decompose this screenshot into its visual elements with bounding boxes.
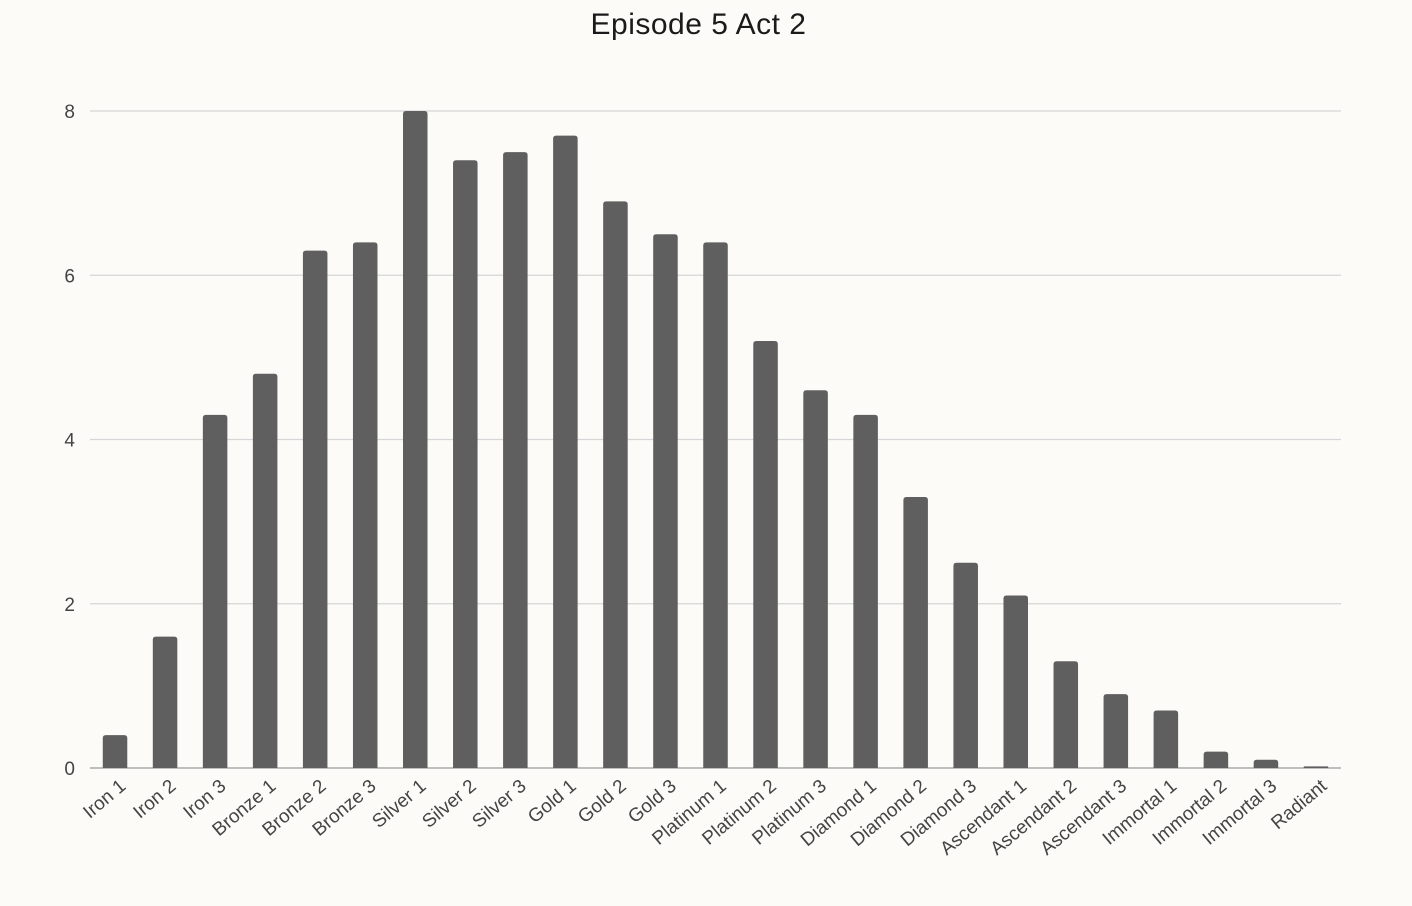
bar-silver-1 (403, 111, 428, 768)
bar-bronze-3 (352, 242, 378, 768)
bar-diamond-1 (853, 414, 878, 768)
y-axis-ticks: 0 2 4 6 8 (64, 102, 75, 780)
bar-gold-1 (553, 135, 578, 768)
chart-title: Episode 5 Act 2 (590, 8, 807, 41)
bar-silver-2 (453, 160, 478, 768)
bar-ascendant-1 (1003, 595, 1028, 768)
bar-platinum-2 (753, 340, 778, 768)
x-tick-label: Radiant (1268, 775, 1332, 834)
bar-silver-3 (503, 152, 528, 768)
x-tick-label: Silver 3 (469, 776, 531, 833)
y-tick-label: 6 (64, 266, 75, 287)
y-tick-label: 0 (64, 759, 75, 780)
bar-diamond-3 (953, 562, 978, 768)
bar-immortal-3 (1253, 759, 1279, 768)
y-tick-label: 2 (64, 595, 75, 616)
bar-diamond-2 (903, 496, 928, 768)
bars (102, 111, 1329, 769)
x-tick-label: Gold 1 (524, 776, 580, 828)
bar-platinum-1 (703, 242, 728, 768)
x-tick-label: Gold 2 (574, 776, 630, 828)
x-tick-label: Iron 2 (130, 776, 181, 823)
bar-bronze-2 (302, 250, 328, 769)
bar-gold-3 (653, 234, 678, 768)
x-tick-label: Silver 2 (418, 776, 480, 833)
bar-immortal-2 (1203, 751, 1229, 768)
bar-immortal-1 (1153, 710, 1179, 768)
bar-iron-3 (202, 414, 228, 768)
bar-gold-2 (603, 201, 628, 768)
bar-bronze-1 (252, 373, 278, 768)
y-tick-label: 4 (64, 431, 75, 452)
bar-iron-1 (102, 735, 128, 768)
y-tick-label: 8 (64, 102, 75, 123)
bar-iron-2 (152, 636, 178, 768)
bar-radiant (1303, 766, 1329, 768)
x-tick-label: Iron 1 (80, 776, 131, 823)
x-tick-label: Silver 1 (368, 776, 430, 833)
bar-ascendant-2 (1053, 661, 1079, 768)
bar-platinum-3 (803, 390, 828, 768)
bar-ascendant-3 (1103, 694, 1129, 768)
